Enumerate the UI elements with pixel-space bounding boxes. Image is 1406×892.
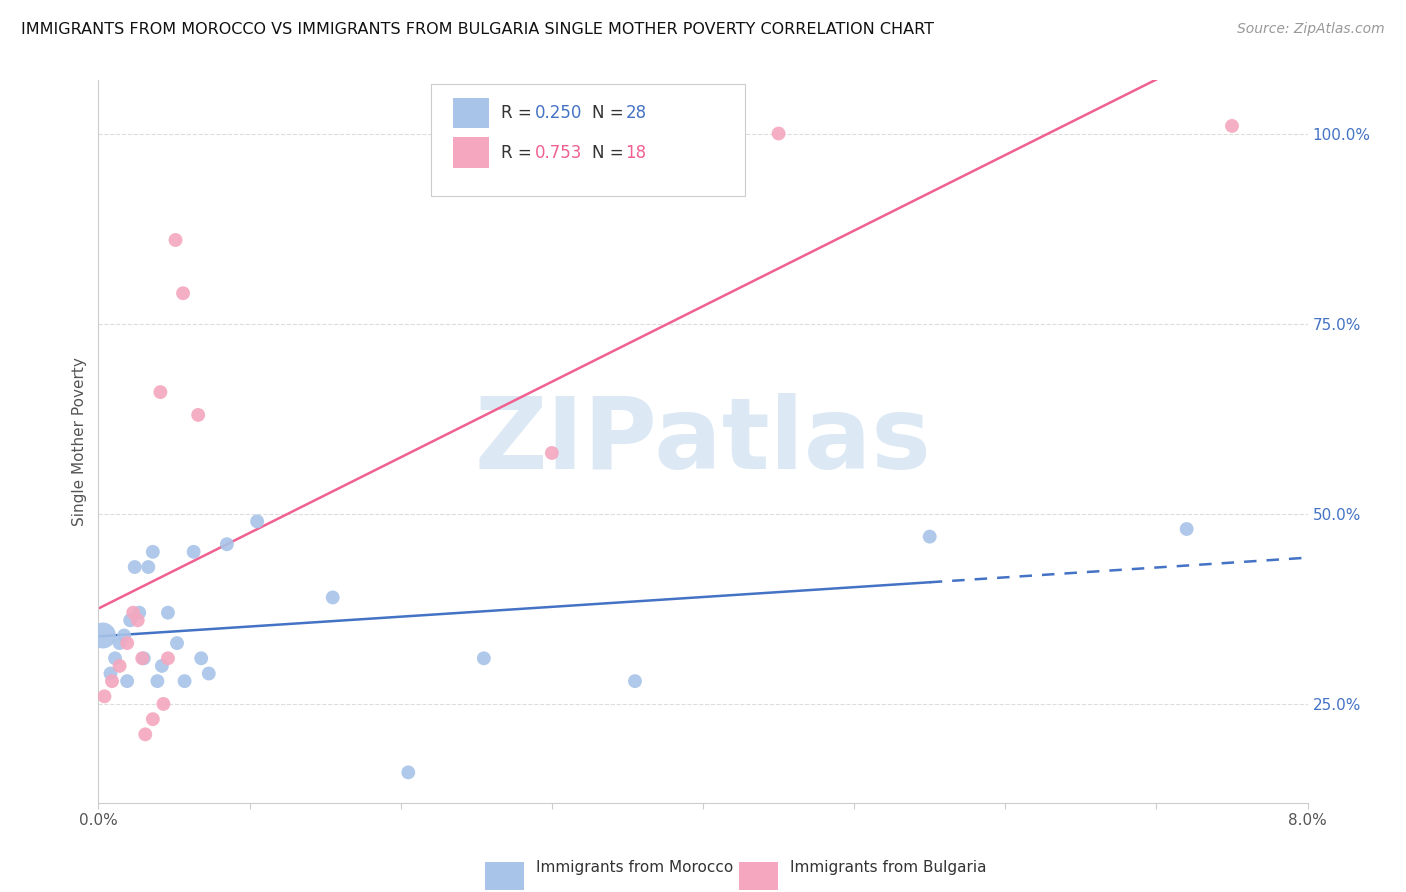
Point: [624, 674, 647, 689]
Text: ZIPatlas: ZIPatlas: [475, 393, 931, 490]
Point: [122, 606, 145, 620]
Point: [146, 674, 169, 689]
Point: [166, 636, 188, 650]
Point: [112, 628, 135, 642]
Point: [156, 606, 179, 620]
FancyBboxPatch shape: [432, 84, 745, 196]
Text: R =: R =: [501, 103, 537, 122]
Point: [128, 606, 150, 620]
Point: [93, 690, 115, 704]
Text: IMMIGRANTS FROM MOROCCO VS IMMIGRANTS FROM BULGARIA SINGLE MOTHER POVERTY CORREL: IMMIGRANTS FROM MOROCCO VS IMMIGRANTS FR…: [21, 22, 934, 37]
Point: [142, 545, 165, 559]
Point: [187, 408, 209, 422]
FancyBboxPatch shape: [740, 862, 778, 889]
Point: [134, 727, 156, 741]
Point: [108, 659, 131, 673]
Point: [165, 233, 187, 247]
Point: [136, 560, 159, 574]
Point: [152, 697, 174, 711]
Point: [183, 545, 205, 559]
Text: 18: 18: [626, 144, 647, 161]
Text: 0.753: 0.753: [534, 144, 582, 161]
Point: [215, 537, 238, 551]
Point: [322, 591, 344, 605]
Point: [1175, 522, 1198, 536]
Point: [101, 674, 124, 689]
Point: [115, 636, 138, 650]
Point: [132, 651, 155, 665]
Point: [91, 628, 114, 642]
Point: [396, 765, 419, 780]
Text: R =: R =: [501, 144, 537, 161]
Point: [1220, 119, 1243, 133]
Text: 0.250: 0.250: [534, 103, 582, 122]
Point: [108, 636, 131, 650]
Y-axis label: Single Mother Poverty: Single Mother Poverty: [72, 357, 87, 526]
Point: [246, 515, 269, 529]
Text: Source: ZipAtlas.com: Source: ZipAtlas.com: [1237, 22, 1385, 37]
Point: [173, 674, 195, 689]
Point: [120, 613, 142, 627]
Point: [190, 651, 212, 665]
Point: [197, 666, 219, 681]
FancyBboxPatch shape: [453, 137, 489, 168]
Point: [768, 127, 790, 141]
Point: [131, 651, 153, 665]
Point: [142, 712, 165, 726]
Point: [150, 659, 173, 673]
Point: [104, 651, 127, 665]
FancyBboxPatch shape: [485, 862, 524, 889]
Point: [127, 613, 149, 627]
Text: N =: N =: [592, 103, 628, 122]
Point: [918, 530, 941, 544]
Point: [100, 666, 122, 681]
Point: [540, 446, 562, 460]
Point: [472, 651, 495, 665]
FancyBboxPatch shape: [453, 97, 489, 128]
Point: [149, 385, 172, 400]
Text: N =: N =: [592, 144, 628, 161]
Point: [124, 560, 146, 574]
Text: Immigrants from Bulgaria: Immigrants from Bulgaria: [790, 860, 987, 875]
Point: [156, 651, 179, 665]
Text: Immigrants from Morocco: Immigrants from Morocco: [536, 860, 734, 875]
Point: [115, 674, 138, 689]
Text: 28: 28: [626, 103, 647, 122]
Point: [172, 286, 194, 301]
